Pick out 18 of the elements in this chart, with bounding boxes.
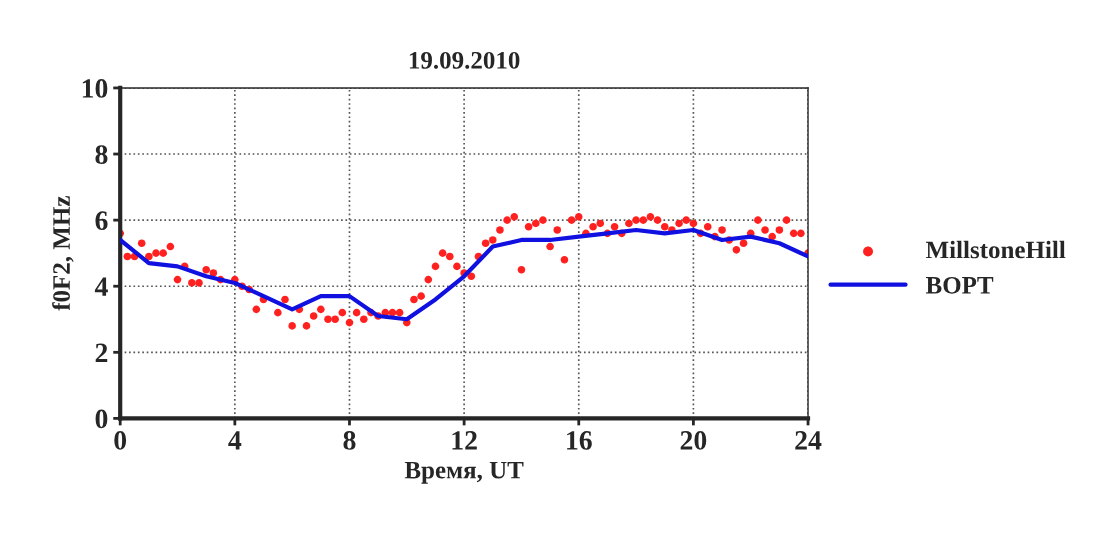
x-tick-label: 4 (228, 431, 242, 450)
x-tick-label: 12 (452, 431, 477, 450)
y-tick-label: 0 (95, 409, 108, 429)
y-tick-label: 2 (95, 343, 108, 362)
x-tick-label: 24 (795, 431, 822, 450)
y-tick-label: 8 (95, 145, 108, 164)
y-tick-label: 10 (82, 79, 108, 98)
legend-label: BOPT (925, 276, 994, 294)
chart-title: 19.09.2010 (409, 51, 520, 69)
y-tick-label: 4 (94, 277, 108, 296)
x-tick-label: 0 (114, 431, 127, 450)
x-tick-label: 8 (343, 431, 356, 450)
x-axis-title: Время, UT (404, 461, 524, 484)
x-tick-label: 16 (567, 431, 592, 450)
y-axis-title: f0F2, MHz (52, 196, 74, 311)
y-tick-label: 6 (95, 211, 108, 231)
legend-label: MillstoneHill (925, 240, 1066, 259)
x-tick-label: 20 (680, 431, 707, 450)
